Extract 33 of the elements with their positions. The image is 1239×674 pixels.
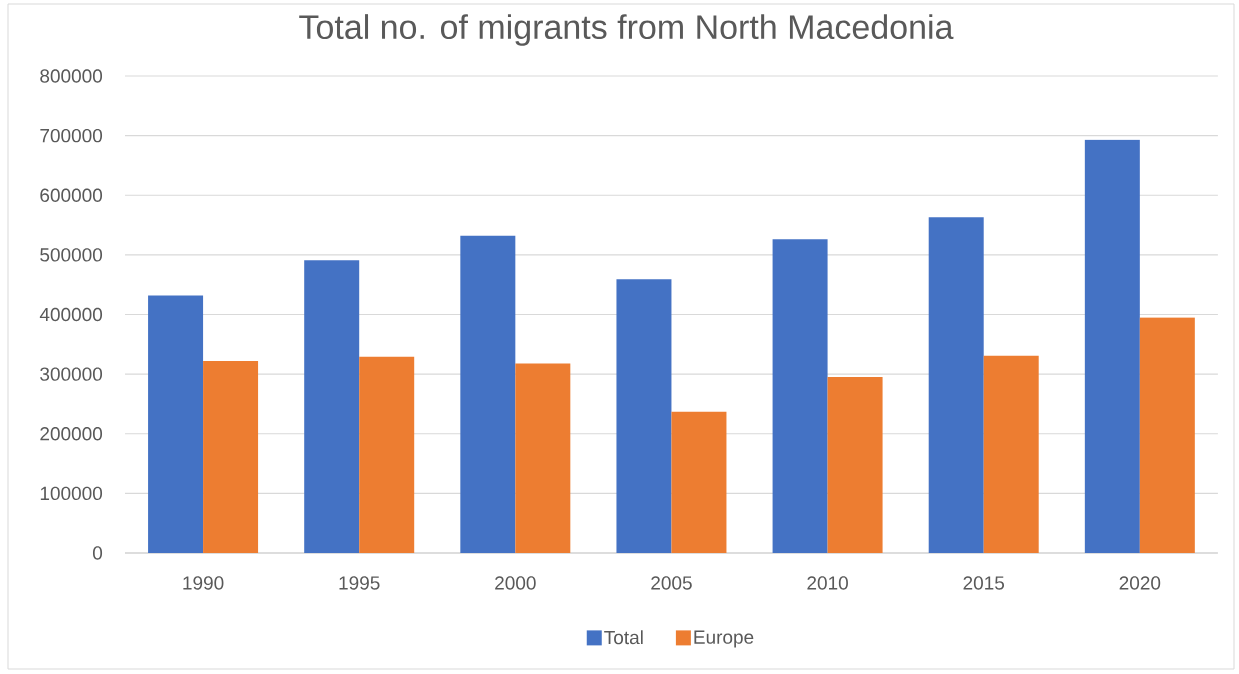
legend-label: Europe	[694, 630, 754, 648]
bar	[460, 235, 516, 553]
bar	[983, 355, 1039, 553]
bar	[616, 279, 672, 553]
bar	[928, 217, 984, 553]
x-tick-label: 1995	[339, 576, 380, 590]
x-tick-label: 2020	[1119, 576, 1161, 590]
y-tick-label: 800000	[40, 69, 103, 83]
y-tick-label: 100000	[40, 486, 103, 501]
bar	[304, 260, 360, 553]
chart-title: Total no. of migrants from North Macedonia	[299, 14, 954, 46]
bar	[671, 411, 727, 553]
bar	[203, 361, 259, 553]
y-tick-label: 200000	[40, 427, 103, 441]
bar	[827, 377, 883, 553]
y-tick-label: 400000	[39, 307, 103, 322]
bar	[148, 295, 204, 553]
bar	[359, 356, 415, 553]
x-tick-label: 1990	[183, 576, 224, 590]
y-tick-label: 300000	[40, 367, 103, 381]
x-tick-label: 2010	[807, 576, 848, 590]
x-tick-label: 2005	[651, 576, 692, 590]
y-tick-label: 700000	[40, 128, 103, 143]
legend-label: Total	[604, 630, 643, 645]
x-tick-label: 2000	[495, 576, 536, 590]
bar	[772, 239, 828, 553]
x-tick-label: 2015	[963, 576, 1005, 590]
bar	[1084, 139, 1140, 553]
bar	[1139, 317, 1195, 553]
bar	[515, 363, 571, 553]
y-tick-label: 0	[92, 546, 103, 560]
y-tick-label: 500000	[40, 248, 103, 262]
y-tick-label: 600000	[40, 188, 103, 202]
